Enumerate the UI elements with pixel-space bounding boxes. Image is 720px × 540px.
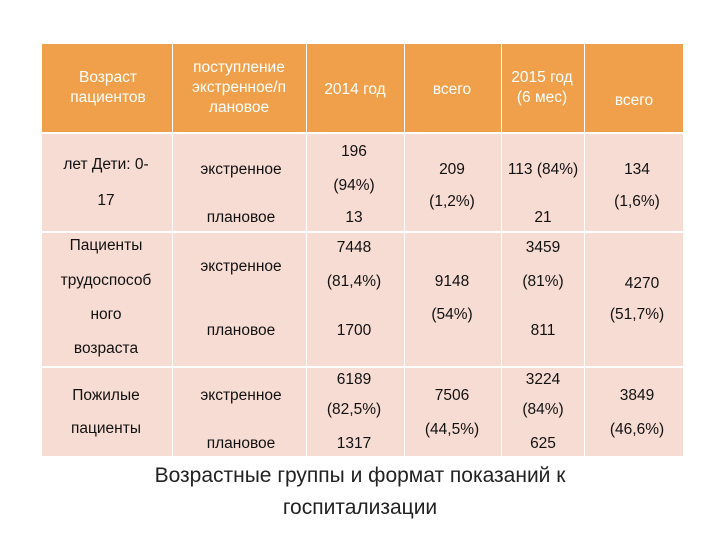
- group-name-working-line4: возраста: [73, 340, 139, 357]
- total-2014-percent: (44,5%): [424, 421, 480, 438]
- emergency-2014-value: 196: [341, 143, 367, 160]
- total-2015-value: 3849: [619, 387, 655, 404]
- group-name-working-line2: трудоспособ: [60, 272, 152, 289]
- col-separator: [172, 44, 173, 456]
- group-name-working-line1: Пациенты: [69, 237, 143, 254]
- emergency-2015-percent: (84%): [522, 401, 564, 418]
- col-separator: [501, 44, 502, 456]
- planned-2015-value: 625: [530, 435, 556, 452]
- group-name-elderly-line1: Пожилые: [72, 387, 140, 404]
- total-2015-value: 134: [624, 161, 650, 178]
- total-2014-percent: (54%): [431, 306, 473, 323]
- emergency-2014-value: 7448: [336, 239, 372, 256]
- emergency-2014-percent: (81,4%): [326, 273, 382, 290]
- total-2015-percent: (46,6%): [609, 421, 665, 438]
- row-separator: [42, 132, 683, 134]
- total-2015-value: 4270: [624, 275, 660, 292]
- total-2014-value: 209: [439, 161, 465, 178]
- group-name-children-line2: 17: [97, 192, 115, 209]
- header-total-2014: всего: [432, 81, 472, 98]
- total-2014-value: 9148: [434, 273, 470, 290]
- emergency-2015-value: 3459: [525, 239, 561, 256]
- planned-label: плановое: [206, 435, 276, 452]
- group-name-children-line1: лет Дети: 0-: [63, 156, 149, 173]
- caption-line2: госпитализации: [282, 496, 438, 519]
- table-header: [42, 44, 683, 132]
- emergency-2015-percent: (81%): [522, 273, 564, 290]
- header-admission: поступление экстренное/п лановое: [191, 59, 287, 116]
- header-2015: 2015 год (6 мес): [511, 69, 573, 106]
- col-separator: [404, 44, 405, 456]
- total-2014-value: 7506: [434, 387, 470, 404]
- emergency-2015-value: 113 (84%): [507, 161, 579, 178]
- header-age: Возраст пациентов: [70, 69, 146, 106]
- col-separator: [584, 44, 585, 456]
- emergency-label: экстренное: [200, 387, 282, 404]
- planned-2015-value: 21: [534, 209, 552, 226]
- hospitalization-table: Возраст пациентов поступление экстренное/п…: [42, 44, 683, 456]
- emergency-label: экстренное: [200, 161, 282, 178]
- planned-2014-value: 1700: [336, 322, 372, 339]
- total-2014-percent: (1,2%): [429, 193, 475, 210]
- planned-label: плановое: [206, 322, 276, 339]
- total-2015-percent: (51,7%): [609, 306, 665, 323]
- planned-label: плановое: [206, 209, 276, 226]
- emergency-2014-percent: (94%): [333, 177, 375, 194]
- row-separator: [42, 231, 683, 233]
- header-total-2015: всего: [614, 92, 654, 109]
- group-name-elderly-line2: пациенты: [71, 420, 141, 437]
- emergency-2014-value: 6189: [336, 371, 372, 388]
- slide-caption: Возрастные группы и формат показаний к г…: [0, 460, 720, 524]
- planned-2014-value: 13: [345, 209, 363, 226]
- caption-line1: Возрастные группы и формат показаний к: [154, 464, 566, 487]
- row-separator: [42, 366, 683, 368]
- group-name-working-line3: ного: [90, 306, 122, 323]
- planned-2014-value: 1317: [336, 435, 372, 452]
- col-separator: [306, 44, 307, 456]
- planned-2015-value: 811: [530, 322, 556, 339]
- total-2015-percent: (1,6%): [614, 193, 660, 210]
- emergency-2015-value: 3224: [525, 371, 561, 388]
- emergency-label: экстренное: [200, 258, 282, 275]
- header-2014: 2014 год: [324, 81, 386, 98]
- emergency-2014-percent: (82,5%): [326, 401, 382, 418]
